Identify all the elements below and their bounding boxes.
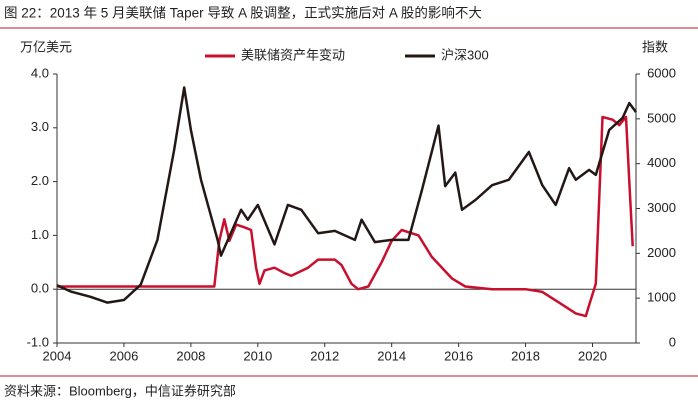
y2-axis-label: 指数 (642, 39, 668, 54)
y2-tick-label: 2000 (647, 245, 676, 260)
x-tick-label: 2014 (377, 348, 406, 363)
legend-label: 美联储资产年变动 (241, 47, 345, 62)
line-series (56, 86, 638, 304)
x-tick-label: 2012 (310, 348, 339, 363)
y-axis-label: 万亿美元 (20, 39, 72, 54)
x-tick-label: 2008 (176, 348, 205, 363)
y-tick-label: 3.0 (31, 119, 49, 134)
x-tick-label: 2004 (43, 348, 72, 363)
y2-tick-label: 0 (669, 334, 676, 349)
y-tick-label: 1.0 (31, 227, 49, 242)
chart-title: 图 22：2013 年 5 月美联储 Taper 导致 A 股调整，正式实施后对… (4, 6, 482, 21)
y2-tick-label: 1000 (647, 290, 676, 305)
x-tick-label: 2018 (511, 348, 540, 363)
y-tick-label: 2.0 (31, 173, 49, 188)
x-tick-label: 2006 (109, 348, 138, 363)
y-tick-label: -1.0 (27, 334, 49, 349)
x-tick-label: 2016 (444, 348, 473, 363)
y2-tick-label: 4000 (647, 155, 676, 170)
legend-label: 沪深300 (441, 47, 489, 62)
y-tick-label: 0.0 (31, 281, 49, 296)
y2-tick-label: 5000 (647, 110, 676, 125)
y2-tick-label: 6000 (647, 65, 676, 80)
line-series (57, 115, 634, 318)
y2-tick-label: 3000 (647, 200, 676, 215)
x-tick-label: 2020 (578, 348, 607, 363)
x-tick-label: 2010 (243, 348, 272, 363)
y-tick-label: 4.0 (31, 65, 49, 80)
source: 资料来源：Bloomberg，中信证券研究部 (4, 383, 236, 398)
